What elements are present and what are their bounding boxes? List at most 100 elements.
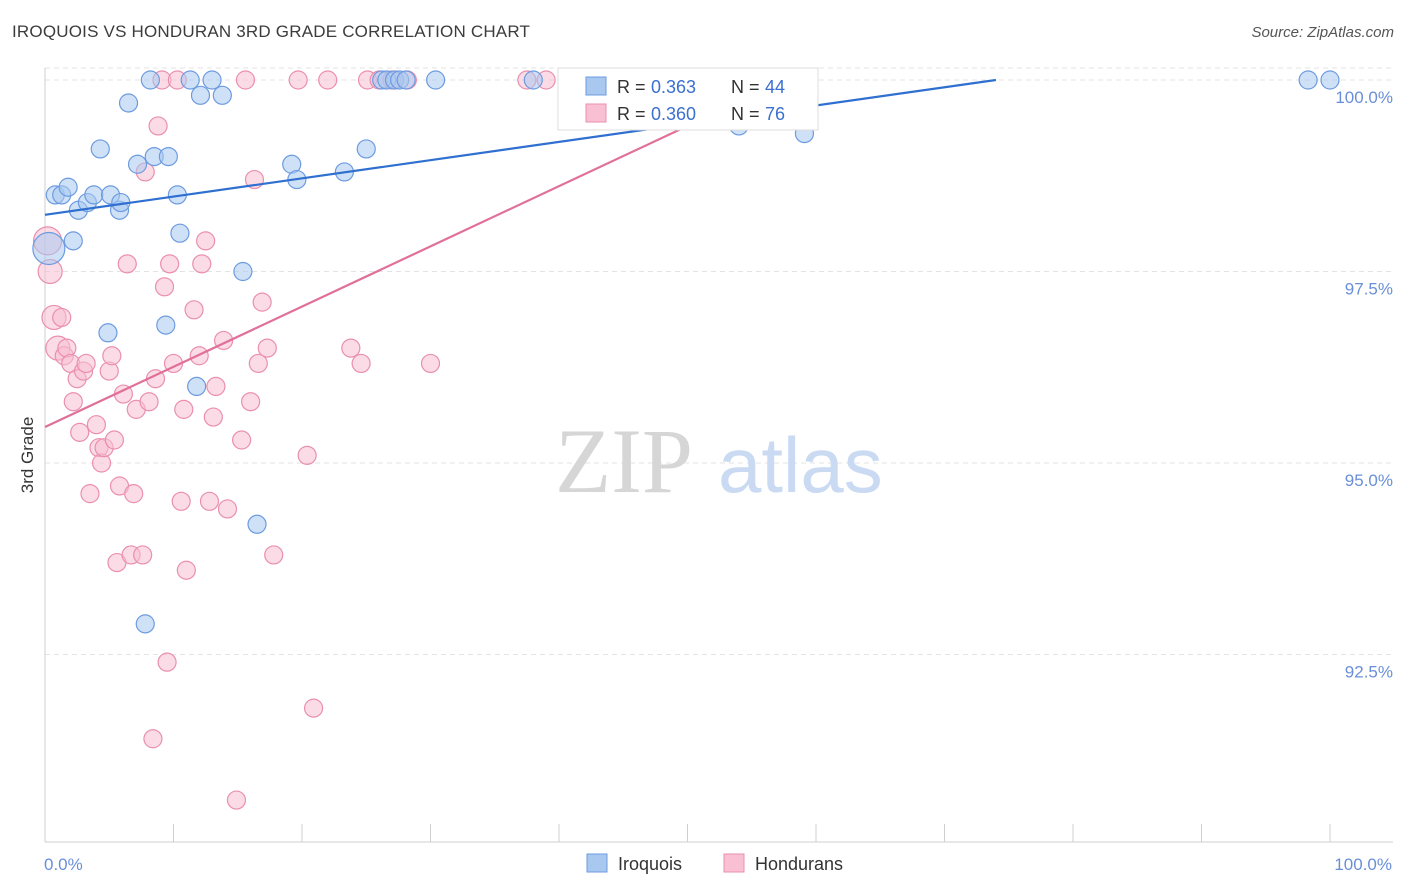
x-tick-label-min: 0.0% (44, 855, 83, 874)
iroquois-point (98, 323, 118, 343)
y-tick-labels: 100.0% 97.5% 95.0% 92.5% (1335, 88, 1393, 682)
iroquois-point (156, 315, 176, 335)
legend-swatch-hondurans-bottom (723, 853, 745, 873)
hondurans-point (192, 254, 212, 274)
iroquois-point (90, 139, 110, 159)
hondurans-point (154, 277, 175, 297)
hondurans-point (139, 392, 159, 412)
hondurans-point (226, 790, 247, 810)
hondurans-point (174, 399, 194, 419)
iroquois-point (247, 514, 267, 534)
hondurans-point (70, 422, 90, 442)
iroquois-point (135, 614, 155, 634)
iroquois-point (32, 231, 66, 266)
legend-swatch-iroquois (585, 76, 607, 96)
iroquois-point (190, 85, 211, 105)
iroquois-point (212, 85, 232, 105)
iroquois-point (158, 147, 178, 167)
stats-legend: R = 0.363 N = 44 R = 0.360 N = 76 (557, 67, 819, 131)
iroquois-point (426, 70, 446, 90)
hondurans-point (303, 698, 324, 718)
iroquois-point (523, 70, 543, 90)
chart-title: IROQUOIS VS HONDURAN 3RD GRADE CORRELATI… (12, 22, 531, 41)
hondurans-point (184, 300, 204, 320)
hondurans-point (124, 484, 144, 504)
hondurans-point (143, 729, 163, 749)
y-tick-label: 92.5% (1345, 663, 1393, 682)
series-legend: Iroquois Hondurans (586, 853, 843, 874)
y-axis-title: 3rd Grade (18, 417, 37, 494)
hondurans-point (133, 545, 153, 565)
legend-swatch-iroquois-bottom (586, 853, 608, 873)
hondurans-point (252, 292, 272, 312)
iroquois-point (170, 223, 190, 243)
iroquois-point (233, 261, 253, 282)
hondurans-point (171, 491, 191, 511)
hondurans-point (420, 353, 441, 374)
hondurans-point (217, 499, 238, 519)
legend-label-iroquois: Iroquois (618, 854, 682, 874)
hondurans-point (232, 430, 252, 450)
x-ticks (44, 824, 1331, 842)
iroquois-point (63, 231, 83, 251)
legend-n-value-hondurans: 76 (765, 104, 785, 124)
hondurans-point (76, 353, 96, 374)
iroquois-trend-line (44, 78, 997, 216)
watermark: ZIP atlas (555, 410, 883, 512)
hondurans-point (80, 484, 100, 504)
iroquois-point (118, 93, 139, 113)
iroquois-point (356, 139, 376, 159)
legend-r-label-iroquois: R = (617, 77, 646, 97)
iroquois-point (84, 185, 104, 205)
y-tick-label: 97.5% (1345, 280, 1393, 299)
hondurans-trend-line (44, 124, 688, 428)
y-tick-label: 95.0% (1345, 471, 1393, 490)
hondurans-point (157, 652, 177, 672)
hondurans-point (52, 307, 72, 328)
legend-label-hondurans: Hondurans (755, 854, 843, 874)
hondurans-point (148, 116, 168, 136)
iroquois-point (1298, 70, 1318, 90)
iroquois-point (187, 376, 207, 396)
legend-n-value-iroquois: 44 (765, 77, 785, 97)
iroquois-point (58, 177, 78, 197)
hondurans-point (199, 491, 220, 511)
hondurans-point (351, 353, 371, 374)
legend-n-label-hondurans: N = (731, 104, 760, 124)
source-label: Source: ZipAtlas.com (1251, 24, 1394, 41)
iroquois-point (140, 70, 160, 90)
watermark-atlas: atlas (718, 421, 883, 509)
hondurans-point (86, 415, 107, 435)
hondurans-point (117, 254, 137, 274)
hondurans-point (160, 254, 180, 274)
hondurans-point (241, 392, 261, 412)
legend-r-label-hondurans: R = (617, 104, 646, 124)
hondurans-point (203, 407, 223, 427)
gridlines (45, 67, 1393, 655)
iroquois-points (32, 70, 1340, 634)
hondurans-point (264, 545, 284, 565)
hondurans-point (248, 353, 268, 374)
iroquois-point (396, 70, 416, 90)
legend-r-value-iroquois: 0.363 (651, 77, 696, 97)
hondurans-point (196, 231, 216, 251)
x-tick-label-max: 100.0% (1334, 855, 1392, 874)
hondurans-point (257, 338, 277, 358)
hondurans-point (318, 70, 338, 90)
trend-lines (44, 78, 997, 428)
hondurans-point (176, 560, 196, 580)
legend-swatch-hondurans (585, 103, 607, 123)
hondurans-point (288, 70, 308, 90)
iroquois-point (1320, 70, 1340, 90)
legend-n-label-iroquois: N = (731, 77, 760, 97)
hondurans-point (102, 346, 122, 366)
hondurans-point (297, 445, 317, 465)
watermark-zip: ZIP (555, 410, 693, 512)
hondurans-point (206, 376, 226, 396)
iroquois-point (202, 70, 222, 90)
y-tick-label: 100.0% (1335, 88, 1393, 107)
hondurans-point (341, 338, 361, 358)
iroquois-point (127, 154, 148, 174)
hondurans-point (63, 392, 83, 412)
